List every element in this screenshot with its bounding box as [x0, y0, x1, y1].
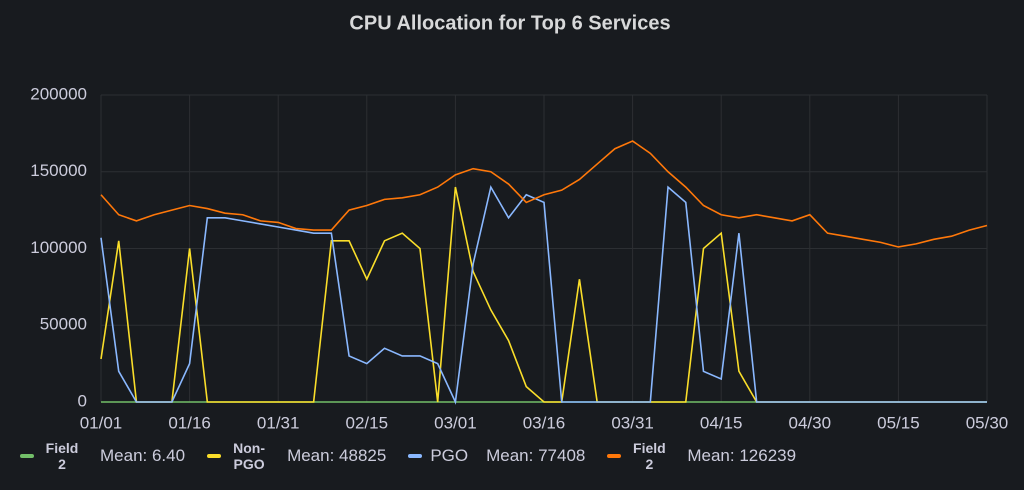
y-tick-label: 0 — [78, 391, 87, 410]
x-tick-label: 05/15 — [877, 413, 920, 432]
chart-title: CPU Allocation for Top 6 Services — [349, 12, 670, 34]
legend: Field 2 Mean: 6.40 Non-PGO Mean: 48825 PGO Me… — [20, 440, 818, 472]
y-tick-label: 100000 — [30, 238, 87, 257]
y-tick-label: 50000 — [40, 315, 87, 334]
x-tick-label: 01/31 — [257, 413, 300, 432]
legend-swatch — [607, 454, 622, 458]
legend-swatch — [207, 454, 222, 458]
x-tick-label: 05/30 — [966, 413, 1009, 432]
legend-item: Field 2 Mean: 126239 — [607, 440, 796, 472]
legend-item: PGO Mean: 77408 — [408, 446, 585, 466]
series-line — [100, 140, 988, 248]
x-tick-label: 03/01 — [434, 413, 477, 432]
legend-item: Non-PGO Mean: 48825 — [207, 440, 386, 472]
legend-swatch — [20, 454, 34, 458]
chart: CPU Allocation for Top 6 Services 0 50000… — [30, 12, 1009, 432]
series-line — [100, 184, 987, 405]
legend-swatch — [408, 454, 423, 458]
legend-mean: Mean: 126239 — [687, 446, 797, 465]
legend-item: Field 2 Mean: 6.40 — [20, 440, 185, 472]
legend-mean: Mean: 48825 — [287, 446, 387, 465]
y-tick-label: 200000 — [30, 84, 87, 103]
x-tick-label: 01/16 — [168, 413, 211, 432]
x-tick-label: 01/01 — [80, 413, 123, 432]
legend-name: Non-PGO — [233, 440, 265, 472]
x-tick-label: 03/16 — [523, 413, 566, 432]
x-tick-label: 04/15 — [700, 413, 743, 432]
legend-mean: Mean: 6.40 — [100, 446, 186, 465]
x-tick-label: 02/15 — [346, 413, 389, 432]
legend-name: PGO — [430, 446, 469, 465]
legend-mean: Mean: 77408 — [486, 446, 586, 465]
x-tick-label: 04/30 — [789, 413, 832, 432]
legend-name: Field 2 — [633, 440, 666, 472]
x-tick-label: 03/31 — [611, 413, 654, 432]
legend-name: Field 2 — [45, 440, 79, 472]
y-tick-label: 150000 — [30, 161, 87, 180]
